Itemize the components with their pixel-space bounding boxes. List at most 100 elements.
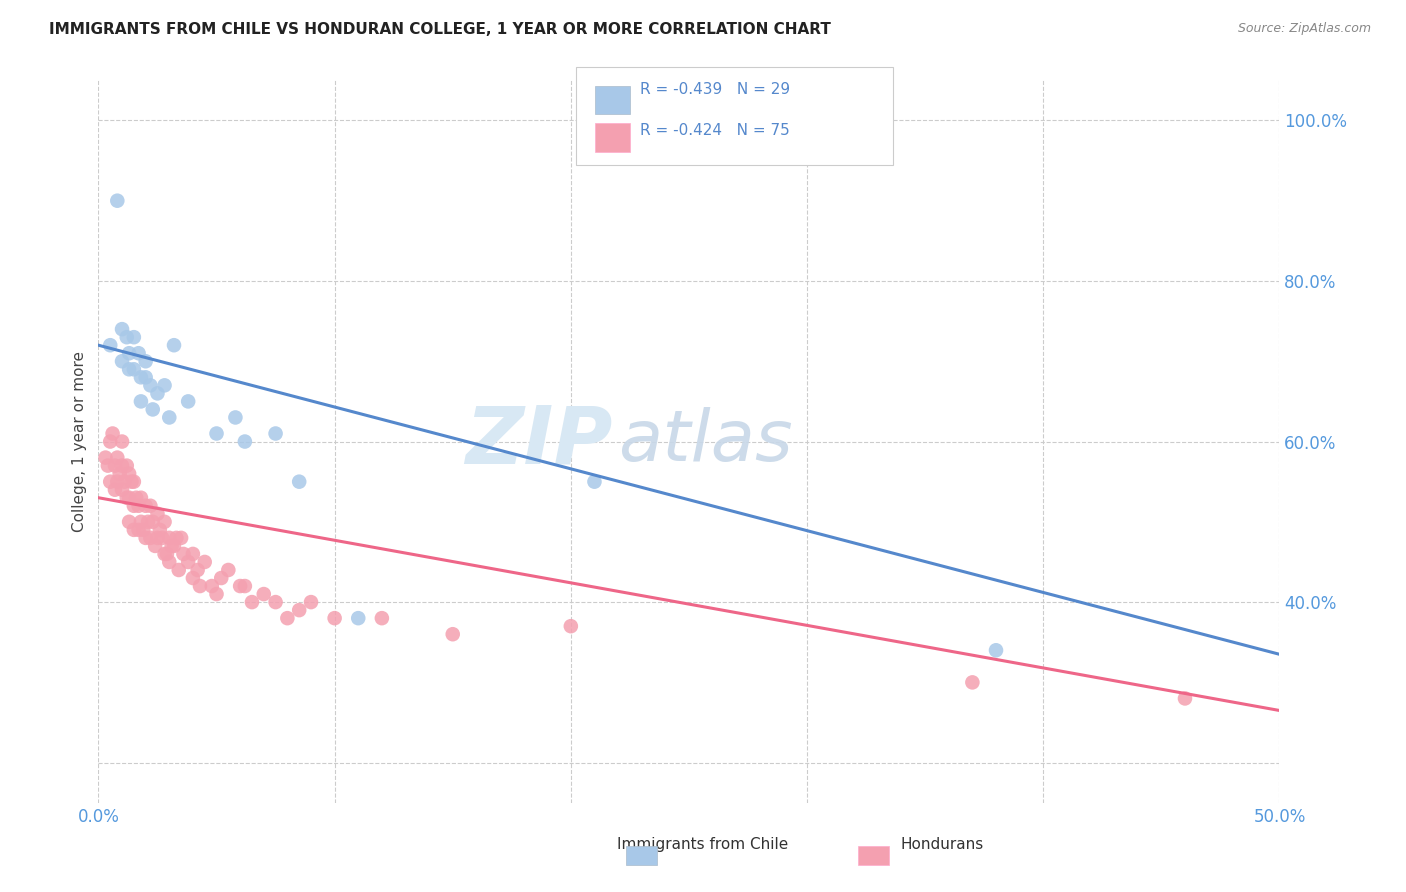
Point	[149, 523, 172, 537]
Point	[115, 491, 138, 505]
Text: IMMIGRANTS FROM CHILE VS HONDURAN COLLEGE, 1 YEAR OR MORE CORRELATION CHART: IMMIGRANTS FROM CHILE VS HONDURAN COLLEG…	[49, 22, 831, 37]
Point	[139, 499, 162, 513]
Point	[264, 426, 287, 441]
Point	[240, 595, 263, 609]
Point	[112, 475, 135, 489]
Point	[125, 491, 148, 505]
Point	[177, 394, 200, 409]
Point	[962, 675, 984, 690]
Point	[264, 595, 287, 609]
Point	[160, 539, 183, 553]
Point	[163, 539, 186, 553]
Point	[288, 475, 311, 489]
Point	[146, 531, 169, 545]
Point	[139, 378, 162, 392]
Point	[217, 563, 239, 577]
Point	[288, 603, 311, 617]
Text: ZIP: ZIP	[465, 402, 612, 481]
Point	[118, 362, 141, 376]
Point	[157, 410, 180, 425]
Point	[122, 330, 145, 344]
Point	[187, 563, 209, 577]
Point	[253, 587, 276, 601]
Point	[98, 434, 121, 449]
Point	[229, 579, 252, 593]
Point	[128, 523, 150, 537]
Point	[205, 587, 228, 601]
Text: atlas: atlas	[619, 407, 793, 476]
Point	[233, 434, 256, 449]
Point	[105, 475, 128, 489]
Point	[323, 611, 346, 625]
Point	[118, 467, 141, 481]
Point	[276, 611, 298, 625]
Point	[371, 611, 394, 625]
Point	[115, 330, 138, 344]
Point	[181, 547, 204, 561]
Point	[111, 354, 134, 368]
Point	[201, 579, 224, 593]
Point	[101, 426, 124, 441]
Point	[111, 322, 134, 336]
Point	[122, 499, 145, 513]
Point	[135, 531, 157, 545]
Point	[157, 555, 180, 569]
Text: R = -0.439   N = 29: R = -0.439 N = 29	[640, 82, 790, 97]
Point	[111, 434, 134, 449]
Point	[129, 370, 152, 384]
Point	[583, 475, 606, 489]
Point	[441, 627, 464, 641]
Point	[181, 571, 204, 585]
Point	[105, 194, 128, 208]
Point	[153, 547, 176, 561]
Point	[122, 523, 145, 537]
Point	[111, 458, 134, 473]
Point	[142, 515, 165, 529]
Point	[122, 362, 145, 376]
Point	[115, 458, 138, 473]
Point	[167, 563, 190, 577]
Point	[177, 555, 200, 569]
Point	[224, 410, 246, 425]
Point	[150, 531, 173, 545]
Point	[135, 499, 157, 513]
Text: Immigrants from Chile: Immigrants from Chile	[617, 837, 789, 852]
Point	[153, 378, 176, 392]
Point	[194, 555, 217, 569]
Point	[157, 531, 180, 545]
Point	[128, 346, 150, 360]
Point	[129, 515, 152, 529]
Point	[205, 426, 228, 441]
Point	[135, 354, 157, 368]
Point	[111, 483, 134, 497]
Text: Source: ZipAtlas.com: Source: ZipAtlas.com	[1237, 22, 1371, 36]
Point	[209, 571, 232, 585]
Point	[129, 394, 152, 409]
Point	[98, 475, 121, 489]
Point	[136, 515, 159, 529]
Point	[128, 499, 150, 513]
Point	[143, 539, 166, 553]
Point	[121, 475, 143, 489]
Point	[165, 531, 187, 545]
Point	[139, 531, 162, 545]
Point	[122, 475, 145, 489]
Point	[118, 346, 141, 360]
Point	[172, 547, 194, 561]
Point	[118, 491, 141, 505]
Point	[97, 458, 120, 473]
Point	[98, 338, 121, 352]
Text: Hondurans: Hondurans	[900, 837, 984, 852]
Point	[105, 450, 128, 465]
Point	[104, 458, 127, 473]
Point	[188, 579, 211, 593]
Point	[146, 386, 169, 401]
Point	[170, 531, 193, 545]
Point	[1174, 691, 1197, 706]
Point	[135, 370, 157, 384]
Point	[299, 595, 322, 609]
Y-axis label: College, 1 year or more: College, 1 year or more	[72, 351, 87, 532]
Point	[104, 483, 127, 497]
Point	[984, 643, 1007, 657]
Text: R = -0.424   N = 75: R = -0.424 N = 75	[640, 123, 790, 138]
